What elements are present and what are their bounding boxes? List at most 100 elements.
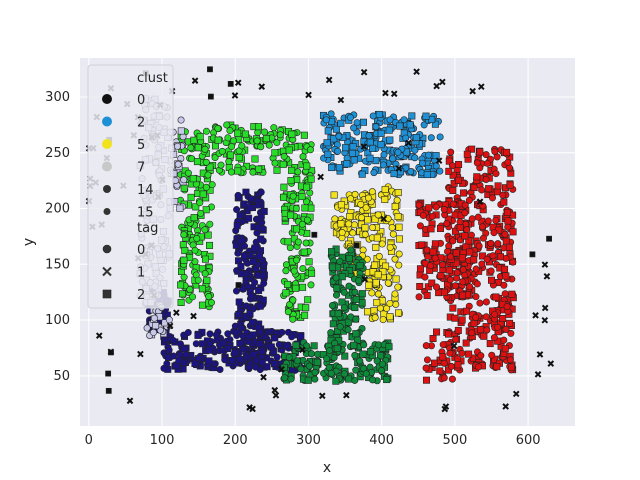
data-point — [370, 169, 378, 177]
data-point — [418, 159, 426, 167]
data-point — [377, 141, 385, 149]
data-point — [356, 262, 364, 270]
data-point — [221, 356, 229, 364]
legend-hue-label: 14 — [137, 183, 154, 198]
data-point — [347, 195, 355, 203]
data-point — [470, 256, 478, 264]
data-point — [232, 241, 240, 249]
data-point — [473, 159, 481, 167]
data-point — [235, 298, 243, 306]
data-point — [238, 142, 246, 150]
data-point — [468, 145, 476, 153]
data-point — [487, 239, 495, 247]
data-point — [374, 211, 382, 219]
data-point — [440, 288, 448, 296]
data-point — [428, 279, 436, 287]
data-point — [439, 353, 447, 361]
data-point — [371, 261, 379, 269]
data-point — [477, 326, 485, 334]
data-point — [245, 363, 253, 371]
data-point — [374, 271, 382, 279]
data-point — [441, 405, 449, 413]
legend-hue-swatch — [102, 116, 112, 127]
data-point — [338, 273, 346, 281]
data-point — [191, 77, 199, 84]
data-point — [192, 340, 200, 348]
data-point — [265, 141, 273, 149]
data-point — [366, 138, 374, 146]
data-point — [289, 315, 297, 323]
data-point — [400, 116, 408, 124]
data-point — [334, 147, 342, 155]
data-point — [508, 290, 516, 298]
data-point — [302, 304, 310, 312]
data-point — [379, 161, 387, 169]
data-point — [227, 80, 234, 87]
data-point — [506, 319, 514, 327]
data-point — [502, 325, 510, 333]
data-point — [366, 154, 374, 162]
data-point — [450, 342, 458, 350]
data-point — [351, 351, 359, 359]
data-point — [292, 256, 300, 264]
data-point — [546, 235, 552, 242]
data-point — [478, 252, 486, 260]
data-point — [427, 134, 435, 142]
data-point — [189, 175, 197, 183]
data-point — [278, 366, 285, 373]
data-point — [415, 293, 423, 301]
data-point — [355, 277, 363, 285]
data-point — [407, 168, 415, 176]
data-point — [369, 144, 377, 152]
data-point — [490, 229, 498, 237]
data-point — [287, 177, 295, 185]
data-point — [260, 279, 268, 287]
data-point — [502, 272, 510, 280]
data-point — [205, 293, 213, 301]
data-point — [482, 151, 490, 159]
data-point — [165, 346, 173, 354]
data-point — [105, 370, 112, 377]
data-point — [369, 112, 377, 120]
data-point — [375, 110, 383, 118]
data-point — [177, 127, 185, 135]
data-point — [255, 286, 263, 294]
data-point — [395, 309, 403, 317]
y-tick-label: 50 — [53, 369, 70, 384]
data-point — [405, 139, 412, 147]
data-point — [462, 339, 470, 347]
data-point — [509, 228, 517, 236]
data-point — [411, 154, 419, 162]
data-point — [494, 323, 502, 331]
data-point — [429, 248, 437, 256]
data-point — [279, 160, 287, 168]
data-point — [449, 304, 457, 312]
data-point — [198, 301, 206, 309]
data-point — [214, 136, 222, 144]
data-point — [271, 159, 279, 167]
data-point — [259, 224, 267, 232]
data-point — [212, 331, 220, 339]
data-point — [292, 204, 300, 212]
data-point — [150, 328, 158, 336]
data-point — [474, 363, 482, 371]
data-point — [237, 262, 245, 270]
data-point — [327, 369, 335, 377]
data-point — [455, 176, 463, 184]
data-point — [251, 244, 259, 252]
data-point — [259, 272, 267, 280]
data-point — [301, 311, 309, 319]
data-point — [390, 90, 398, 98]
data-point — [372, 243, 380, 251]
data-point — [455, 160, 463, 168]
data-point — [305, 362, 313, 370]
data-point — [262, 135, 270, 143]
legend: clust 0 2 5 7 14 15 tag 0 1 2 — [87, 64, 174, 309]
data-point — [194, 276, 202, 284]
data-point — [345, 375, 353, 383]
data-point — [152, 322, 160, 330]
data-point — [451, 282, 459, 290]
data-point — [446, 276, 454, 284]
data-point — [181, 247, 189, 255]
data-point — [472, 313, 480, 321]
